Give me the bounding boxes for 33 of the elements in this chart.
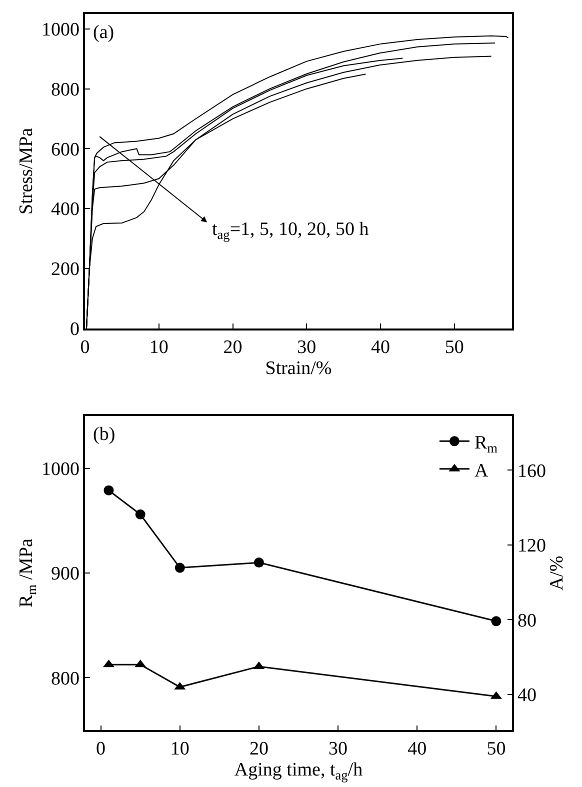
x-tick-label: 30 bbox=[297, 336, 316, 358]
y2-tick-label: 120 bbox=[518, 536, 546, 557]
y2-tick-label: 160 bbox=[518, 460, 546, 482]
y-tick-label: 800 bbox=[50, 79, 80, 100]
annotation: (a) bbox=[93, 22, 114, 43]
x-tick-label: 0 bbox=[96, 738, 106, 760]
x-tick-label: 40 bbox=[408, 738, 427, 760]
y2-tick-label: 40 bbox=[518, 685, 537, 706]
x-axis-title: Aging time, t$_{ag}$/h bbox=[234, 760, 364, 783]
y-tick-label: 600 bbox=[50, 139, 80, 160]
y2-tick-label: 80 bbox=[518, 610, 537, 632]
y-tick-label: 400 bbox=[50, 199, 80, 220]
x-tick-label: 10 bbox=[170, 738, 190, 760]
y-tick-label: 900 bbox=[50, 564, 80, 585]
x-tick-label: 10 bbox=[149, 336, 168, 358]
y-tick-label: 200 bbox=[50, 259, 80, 280]
x-tick-label: 50 bbox=[444, 336, 464, 358]
y2-axis-title: A/% bbox=[546, 555, 568, 590]
x-axis-title: Strain/% bbox=[265, 358, 332, 379]
annotation: (b) bbox=[93, 424, 116, 445]
y-tick-label: 0 bbox=[70, 318, 80, 340]
x-tick-label: 20 bbox=[223, 336, 242, 358]
y-tick-label: 800 bbox=[50, 668, 80, 690]
legend-label: A bbox=[474, 460, 488, 482]
y-tick-label: 1000 bbox=[41, 20, 80, 41]
x-tick-label: 50 bbox=[486, 738, 506, 760]
x-tick-label: 30 bbox=[328, 738, 348, 760]
x-tick-label: 20 bbox=[249, 738, 268, 760]
x-tick-label: 40 bbox=[371, 336, 390, 358]
annotation: t$_{ag}$=1, 5, 10, 20, 50 h bbox=[212, 219, 370, 242]
y-tick-label: 1000 bbox=[41, 459, 80, 480]
y-axis-title: Stress/MPa bbox=[16, 127, 37, 214]
legend-label: R$_{m}$ bbox=[474, 432, 498, 456]
